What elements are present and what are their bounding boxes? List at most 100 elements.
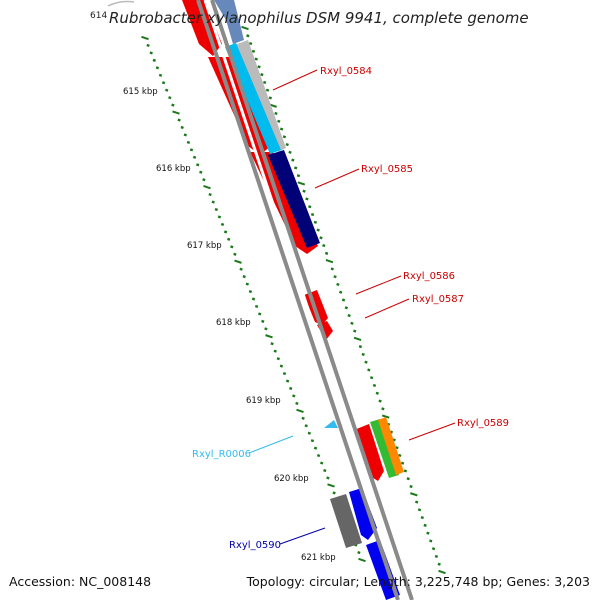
minor-tick xyxy=(296,174,301,178)
minor-tick xyxy=(431,547,436,551)
major-tick xyxy=(297,181,306,186)
kbp-axis: 615 kbp 616 kbp 617 kbp 618 kbp 619 kbp … xyxy=(123,87,336,563)
minor-tick xyxy=(183,133,187,137)
minor-tick xyxy=(437,562,441,566)
minor-tick xyxy=(323,468,327,473)
title-start-tick: 614 xyxy=(90,11,108,21)
major-tick xyxy=(327,483,335,488)
minor-tick xyxy=(258,312,262,316)
callout-lines xyxy=(248,69,456,545)
minor-tick xyxy=(301,416,305,420)
gene-label-rxyl-0585[interactable]: Rxyl_0585 xyxy=(361,164,413,175)
minor-tick xyxy=(257,65,261,69)
minor-tick xyxy=(227,237,231,241)
major-tick xyxy=(438,569,446,575)
minor-tick xyxy=(180,125,184,130)
minor-tick xyxy=(395,446,399,450)
minor-tick xyxy=(285,379,290,383)
minor-tick xyxy=(324,251,329,255)
minor-tick xyxy=(161,81,166,85)
minor-tick xyxy=(245,282,249,286)
major-tick xyxy=(265,334,273,339)
minor-tick xyxy=(358,345,363,349)
page-title: Rubrobacter xylanophilus DSM 9941, compl… xyxy=(109,9,529,27)
gene-grey-block[interactable] xyxy=(330,494,362,548)
gene-cyan-block[interactable] xyxy=(225,43,281,154)
minor-tick xyxy=(152,58,156,62)
minor-tick xyxy=(367,368,371,372)
minor-tick xyxy=(158,73,163,77)
minor-tick xyxy=(336,282,340,287)
minor-tick xyxy=(326,476,330,480)
gene-orange-block[interactable] xyxy=(378,417,404,475)
kbp-tick-label: 621 kbp xyxy=(301,553,336,563)
minor-tick xyxy=(310,212,315,217)
major-tick xyxy=(381,414,390,419)
major-tick xyxy=(172,110,180,115)
minor-tick xyxy=(414,500,419,504)
gene-light-blue-block[interactable] xyxy=(214,0,244,44)
minor-tick xyxy=(339,290,343,294)
minor-tick xyxy=(146,43,150,48)
minor-tick xyxy=(261,319,265,323)
genome-backbone xyxy=(196,0,414,600)
minor-tick xyxy=(265,88,270,92)
tick-guide-left xyxy=(141,35,366,563)
gene-label-rxyl-r0006[interactable]: Rxyl_R0006 xyxy=(192,449,251,460)
minor-tick xyxy=(165,88,169,92)
minor-tick xyxy=(369,376,374,380)
gene-navy-block[interactable] xyxy=(268,150,320,248)
minor-tick xyxy=(246,34,250,38)
minor-tick xyxy=(429,539,433,543)
minor-tick xyxy=(177,118,181,122)
minor-tick xyxy=(403,469,408,473)
minor-tick xyxy=(313,446,318,450)
minor-tick xyxy=(307,431,311,435)
rna-rxyl-r0006-marker[interactable] xyxy=(324,420,338,428)
minor-tick xyxy=(273,349,277,353)
kbp-tick-label: 615 kbp xyxy=(123,87,158,97)
minor-tick xyxy=(274,111,278,116)
minor-tick xyxy=(171,103,175,107)
genome-summary: Topology: circular; Length: 3,225,748 bp… xyxy=(246,574,590,589)
gene-label-rxyl-0587[interactable]: Rxyl_0587 xyxy=(412,294,464,305)
minor-tick xyxy=(426,531,430,535)
minor-tick xyxy=(239,267,243,271)
gene-green-block[interactable] xyxy=(370,419,399,478)
minor-tick xyxy=(186,140,191,144)
minor-tick xyxy=(254,57,258,61)
minor-tick xyxy=(292,394,296,398)
major-tick xyxy=(234,259,242,264)
minor-tick xyxy=(344,306,348,310)
accession-label: Accession: NC_008148 xyxy=(9,574,152,589)
gene-rxyl-0589-block[interactable] xyxy=(354,424,384,481)
minor-tick xyxy=(288,150,292,154)
minor-tick xyxy=(398,453,402,457)
minor-tick xyxy=(248,41,253,46)
minor-tick xyxy=(319,236,323,240)
minor-tick xyxy=(406,477,410,481)
minor-tick xyxy=(251,49,256,53)
minor-tick xyxy=(230,245,234,249)
gene-label-rxyl-0589[interactable]: Rxyl_0589 xyxy=(457,418,509,429)
minor-tick xyxy=(434,554,439,559)
gene-rxyl-0590-block[interactable] xyxy=(349,488,377,540)
gene-label-rxyl-0586[interactable]: Rxyl_0586 xyxy=(403,271,455,282)
backbone-top-arc xyxy=(107,0,135,7)
minor-tick xyxy=(149,51,153,55)
kbp-tick-label: 620 kbp xyxy=(274,474,309,484)
minor-tick xyxy=(270,342,274,346)
minor-tick xyxy=(214,207,218,212)
kbp-tick-label: 616 kbp xyxy=(156,164,191,174)
minor-tick xyxy=(302,189,306,193)
minor-tick xyxy=(192,155,197,159)
minor-tick xyxy=(341,298,346,302)
minor-tick xyxy=(350,321,354,325)
gene-label-rxyl-0590[interactable]: Rxyl_0590 xyxy=(229,540,281,551)
minor-tick xyxy=(199,170,203,174)
minor-tick xyxy=(276,357,280,361)
gene-label-rxyl-0584[interactable]: Rxyl_0584 xyxy=(320,66,372,77)
major-tick xyxy=(296,408,304,413)
kbp-tick-label: 618 kbp xyxy=(216,318,251,328)
